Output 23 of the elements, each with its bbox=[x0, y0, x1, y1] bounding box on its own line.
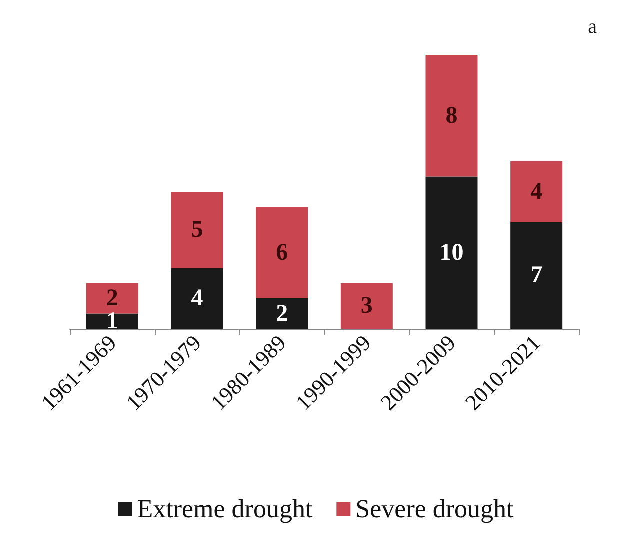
bar bbox=[340, 283, 393, 329]
bar bbox=[171, 268, 224, 329]
data-label: 7 bbox=[530, 262, 543, 289]
bar bbox=[510, 162, 563, 222]
bar bbox=[86, 283, 138, 314]
legend-label: Extreme drought bbox=[137, 494, 314, 524]
bar bbox=[256, 298, 308, 329]
data-label: 8 bbox=[446, 102, 458, 129]
bar bbox=[510, 222, 563, 329]
chart-title: a bbox=[588, 16, 598, 38]
data-label: 2 bbox=[276, 300, 288, 327]
data-label: 5 bbox=[191, 217, 204, 244]
legend-label: Severe drought bbox=[356, 494, 515, 524]
data-label: 4 bbox=[530, 179, 543, 205]
bar bbox=[171, 192, 224, 268]
data-label: 6 bbox=[276, 240, 288, 266]
data-label: 3 bbox=[360, 293, 373, 320]
bar bbox=[426, 55, 478, 177]
bar bbox=[86, 314, 138, 329]
bar bbox=[256, 207, 308, 299]
data-label: 10 bbox=[440, 240, 464, 266]
data-label: 4 bbox=[191, 286, 204, 312]
bar bbox=[426, 176, 478, 329]
